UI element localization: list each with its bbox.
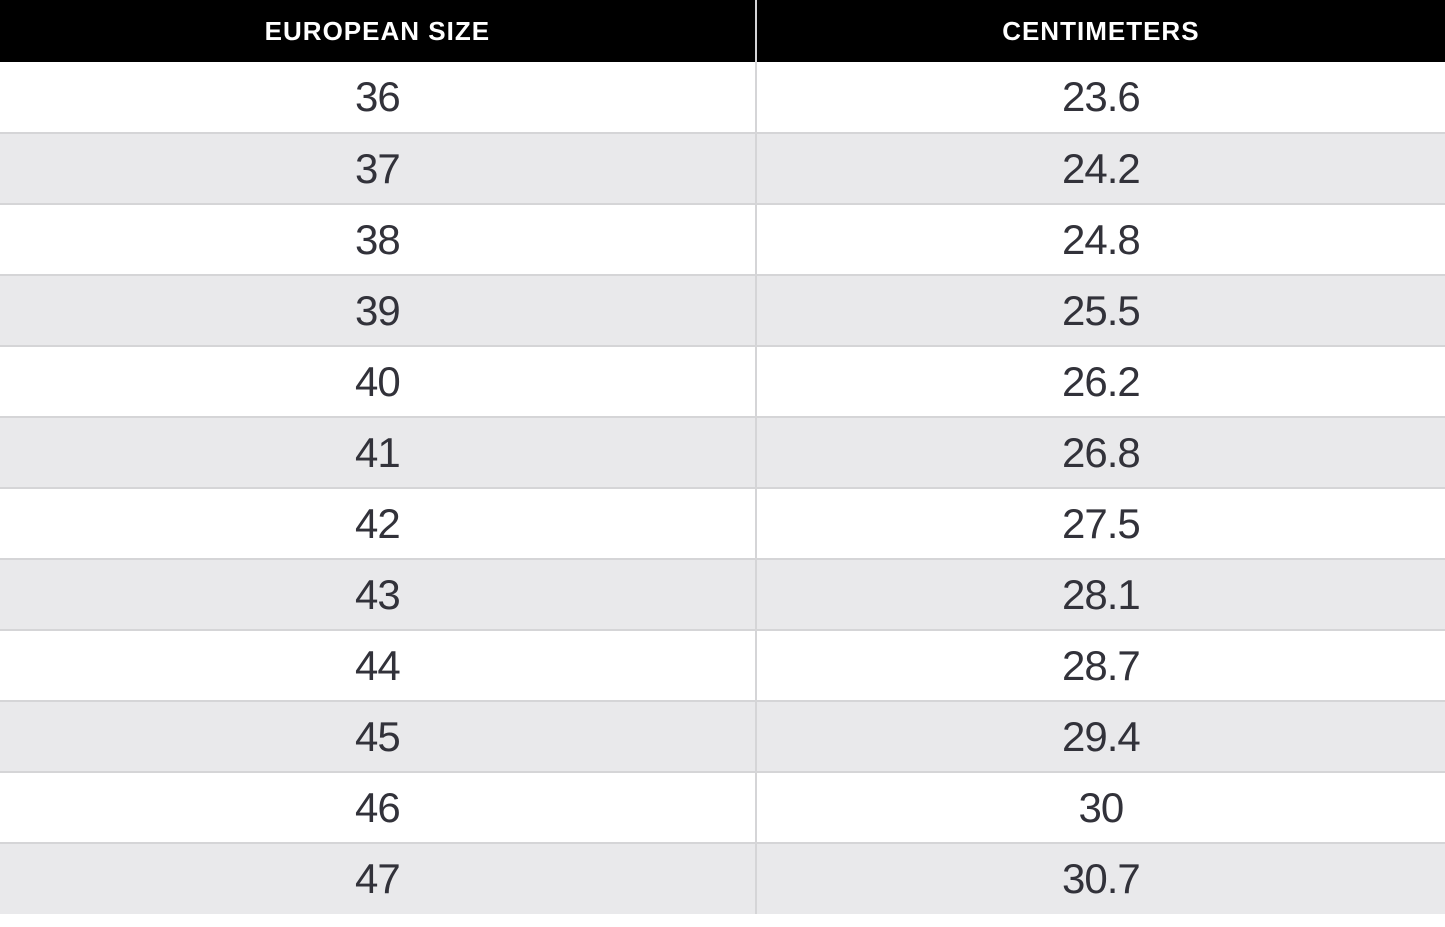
european-size-cell: 40 <box>0 346 757 417</box>
european-size-cell: 43 <box>0 559 757 630</box>
centimeters-cell: 28.1 <box>1061 570 1141 618</box>
table-row: 44 28.7 <box>0 630 1445 701</box>
table-row: 38 24.8 <box>0 204 1445 275</box>
header-row: EUROPEAN SIZE CENTIMETERS <box>0 0 1445 62</box>
table-body: 36 23.6 37 24.2 38 24.8 39 25.5 40 26.2 41 26.8 42 27… <box>0 62 1445 914</box>
centimeters-cell: 26.2 <box>1061 357 1141 405</box>
table-row: 45 29.4 <box>0 701 1445 772</box>
european-size-cell: 44 <box>0 630 757 701</box>
table-row: 43 28.1 <box>0 559 1445 630</box>
european-size-cell: 45 <box>0 701 757 772</box>
table-row: 41 26.8 <box>0 417 1445 488</box>
centimeters-cell: 24.8 <box>1061 215 1141 263</box>
centimeters-cell: 28.7 <box>1061 641 1141 689</box>
european-size-cell: 38 <box>0 204 757 275</box>
table-row: 37 24.2 <box>0 133 1445 204</box>
table-row: 47 30.7 <box>0 843 1445 914</box>
centimeters-cell: 24.2 <box>1061 144 1141 192</box>
table-row: 46 30 <box>0 772 1445 843</box>
european-size-cell: 36 <box>0 62 757 133</box>
centimeters-cell: 30 <box>1078 783 1125 831</box>
european-size-cell: 39 <box>0 275 757 346</box>
centimeters-cell: 26.8 <box>1061 428 1141 476</box>
centimeters-cell: 23.6 <box>1061 73 1141 120</box>
table-row: 42 27.5 <box>0 488 1445 559</box>
european-size-cell: 41 <box>0 417 757 488</box>
column-header-centimeters: CENTIMETERS <box>755 0 1445 62</box>
european-size-cell: 42 <box>0 488 757 559</box>
centimeters-cell: 30.7 <box>1061 855 1141 902</box>
table-row: 40 26.2 <box>0 346 1445 417</box>
european-size-cell: 47 <box>0 843 757 914</box>
european-size-cell: 46 <box>0 772 757 843</box>
european-size-cell: 37 <box>0 133 757 204</box>
centimeters-cell: 25.5 <box>1061 286 1141 334</box>
column-header-european-size: EUROPEAN SIZE <box>0 0 757 62</box>
table-row: 39 25.5 <box>0 275 1445 346</box>
centimeters-cell: 27.5 <box>1061 499 1141 547</box>
table-row: 36 23.6 <box>0 62 1445 133</box>
centimeters-cell: 29.4 <box>1061 712 1141 760</box>
table-header: EUROPEAN SIZE CENTIMETERS <box>0 0 1445 62</box>
